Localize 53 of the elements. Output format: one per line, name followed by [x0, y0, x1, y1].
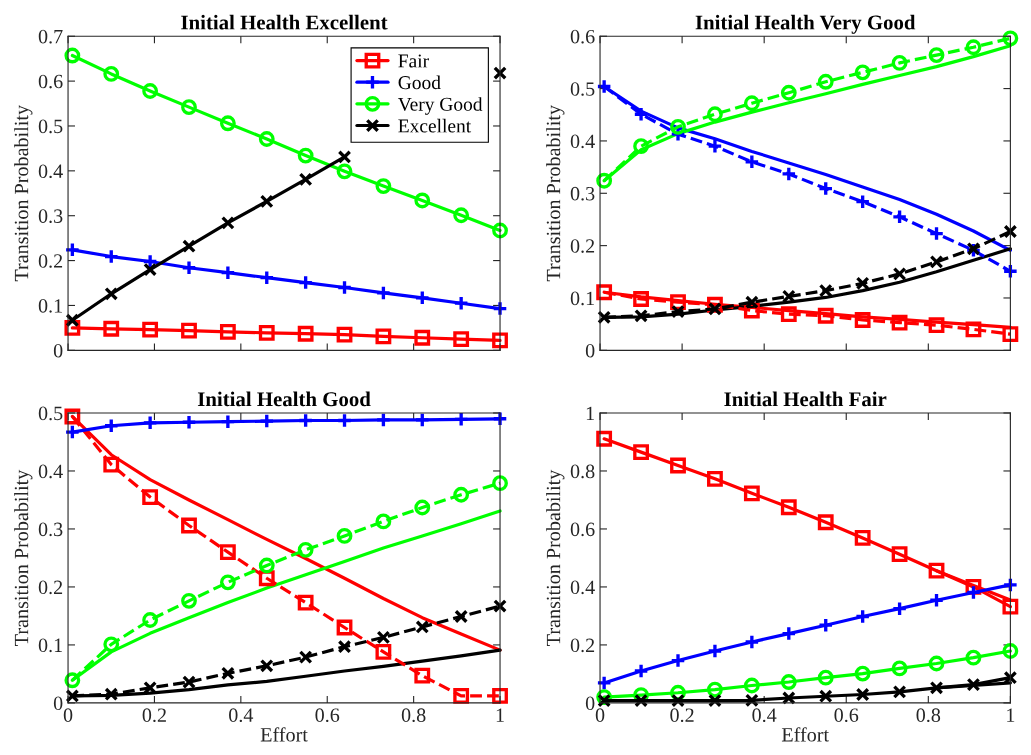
y-tick-label: 0.5: [38, 119, 63, 134]
y-tick-label: 0: [585, 696, 595, 711]
x-tick-label: 0.2: [142, 708, 166, 723]
y-tick-label: 0.6: [570, 29, 595, 44]
y-tick-label: 0: [585, 343, 595, 358]
y-axis-title: Transition Probability: [14, 105, 33, 282]
y-tick-label: 0.1: [38, 638, 62, 653]
legend-label: Good: [398, 75, 441, 90]
x-tick-label: 0.4: [229, 708, 254, 723]
y-tick-label: 0.3: [570, 186, 595, 201]
x-axis-title: Effort: [260, 727, 308, 742]
chart-title: Initial Health Fair: [724, 391, 887, 407]
y-tick-label: 0.1: [570, 291, 594, 306]
x-tick-label: 0.2: [670, 708, 694, 723]
y-axis-title: Transition Probability: [14, 469, 33, 646]
y-axis-title: Transition Probability: [546, 105, 565, 282]
y-tick-label: 0.4: [570, 580, 595, 595]
y-tick-label: 0.4: [38, 164, 63, 179]
y-tick-label: 0: [53, 696, 63, 711]
y-tick-label: 0: [53, 343, 63, 358]
y-tick-label: 0.6: [38, 74, 63, 89]
y-tick-label: 0.2: [38, 254, 63, 268]
y-tick-label: 0.4: [570, 134, 595, 149]
y-tick-label: 0.5: [38, 406, 63, 421]
chart-title: Initial Health Very Good: [695, 14, 916, 34]
legend-label: Fair: [398, 54, 429, 68]
x-tick-label: 0: [63, 708, 73, 722]
legend-label: Excellent: [398, 118, 472, 133]
x-axis-title: Effort: [781, 727, 829, 742]
x-tick-label: 0.8: [401, 708, 426, 723]
y-tick-label: 0.4: [38, 464, 63, 479]
y-tick-label: 0.3: [38, 522, 63, 537]
x-tick-label: 0.4: [752, 708, 777, 723]
y-tick-label: 0.8: [570, 464, 595, 479]
y-tick-label: 0.3: [38, 209, 63, 223]
x-tick-label: 0.6: [834, 708, 859, 723]
x-tick-label: 0: [595, 708, 605, 722]
chart-title: Initial Health Good: [197, 391, 371, 407]
chart-title: Initial Health Excellent: [181, 14, 388, 30]
x-tick-label: 1: [496, 708, 504, 722]
y-tick-label: 0.5: [570, 82, 595, 96]
y-tick-label: 0.2: [570, 239, 595, 253]
y-tick-label: 0.7: [38, 29, 63, 44]
x-tick-label: 1: [1007, 708, 1015, 722]
y-tick-label: 0.6: [570, 522, 595, 537]
legend-label: Very Good: [397, 97, 483, 115]
y-tick-label: 0.1: [38, 299, 62, 313]
y-tick-label: 1: [586, 406, 594, 420]
y-axis-title: Transition Probability: [546, 469, 565, 646]
x-tick-label: 0.8: [916, 708, 941, 723]
y-tick-label: 0.2: [38, 580, 63, 595]
y-tick-label: 0.2: [570, 638, 595, 653]
x-tick-label: 0.6: [315, 708, 340, 723]
